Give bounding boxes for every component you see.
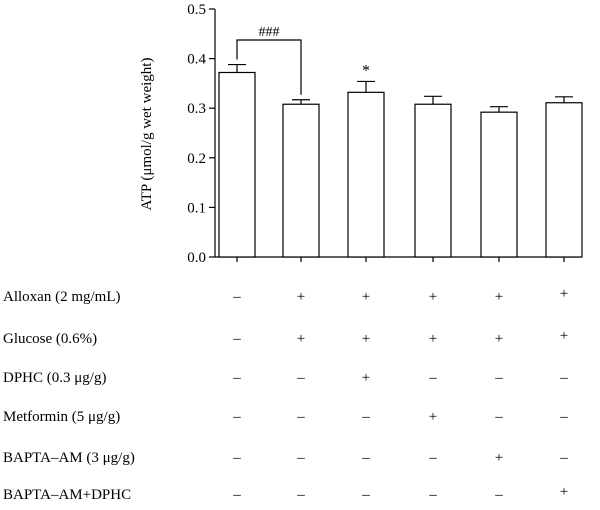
condition-plus: + [559, 484, 569, 500]
condition-plus: + [361, 370, 371, 386]
condition-label: BAPTA–AM (3 μg/g) [3, 450, 135, 466]
y-tick-label: 0.1 [187, 200, 206, 216]
condition-minus: – [560, 409, 568, 425]
condition-label: BAPTA–AM+DPHC [3, 487, 132, 503]
bar [545, 102, 583, 258]
condition-minus: – [362, 487, 370, 503]
y-tick-label: 0.2 [187, 151, 206, 167]
condition-minus: – [560, 370, 568, 386]
y-tick-label: 0.4 [187, 52, 206, 68]
condition-label: DPHC (0.3 μg/g) [3, 370, 107, 386]
condition-minus: – [233, 331, 241, 347]
condition-plus: + [494, 289, 504, 305]
condition-minus: – [429, 487, 437, 503]
condition-minus: – [233, 409, 241, 425]
condition-minus: – [560, 450, 568, 466]
condition-minus: – [362, 450, 370, 466]
condition-minus: – [429, 370, 437, 386]
bar [414, 103, 452, 258]
condition-plus: + [428, 289, 438, 305]
condition-plus: + [494, 450, 504, 466]
condition-plus: + [428, 331, 438, 347]
condition-plus: + [559, 328, 569, 344]
y-axis: 0.0 0.1 0.2 0.3 0.4 0.5 [187, 2, 582, 266]
condition-minus: – [495, 370, 503, 386]
condition-minus: – [297, 487, 305, 503]
bar [347, 91, 385, 258]
y-tick-label: 0.0 [187, 250, 206, 266]
y-axis-label: ATP (μmol/g wet weight) [139, 58, 155, 211]
condition-label: Glucose (0.6%) [3, 331, 98, 347]
condition-minus: – [297, 370, 305, 386]
condition-minus: – [233, 370, 241, 386]
bar [480, 111, 518, 258]
condition-plus: + [296, 331, 306, 347]
condition-minus: – [233, 289, 241, 305]
bar [218, 71, 256, 258]
significance-annotations: ### * [236, 25, 370, 95]
condition-plus: + [494, 331, 504, 347]
condition-minus: – [495, 487, 503, 503]
condition-label: Metformin (5 μg/g) [3, 409, 121, 425]
bars [218, 63, 583, 258]
condition-plus: + [361, 289, 371, 305]
condition-minus: – [362, 409, 370, 425]
atp-bar-chart: 0.0 0.1 0.2 0.3 0.4 0.5 ### * ATP (μmol/g wet … [139, 2, 583, 266]
condition-minus: – [429, 450, 437, 466]
condition-label: Alloxan (2 mg/mL) [3, 289, 121, 305]
condition-plus: + [559, 286, 569, 302]
condition-minus: – [297, 409, 305, 425]
condition-plus: + [296, 289, 306, 305]
condition-minus: – [495, 409, 503, 425]
condition-plus: + [428, 409, 438, 425]
condition-plus: + [361, 331, 371, 347]
significance-star: * [362, 62, 370, 79]
significance-label: ### [259, 25, 280, 40]
bar [282, 103, 320, 258]
y-tick-label: 0.3 [187, 101, 206, 117]
condition-minus: – [233, 450, 241, 466]
condition-minus: – [297, 450, 305, 466]
significance-bracket [236, 39, 302, 95]
y-tick-label: 0.5 [187, 2, 206, 18]
condition-minus: – [233, 487, 241, 503]
